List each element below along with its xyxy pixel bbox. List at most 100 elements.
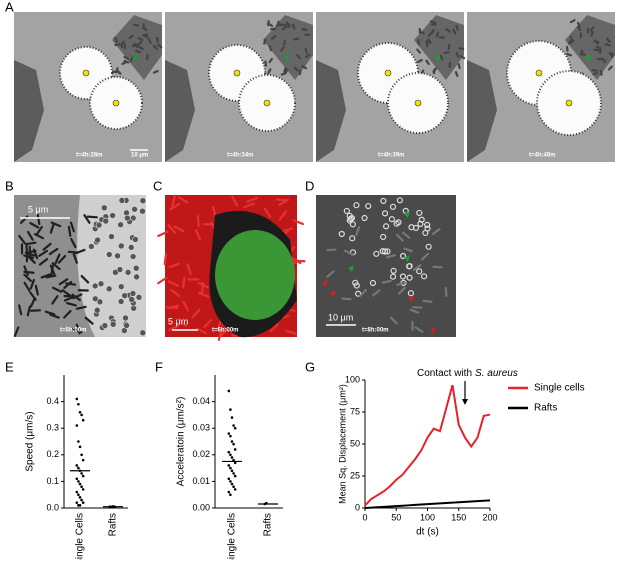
y-tick-label: 0.04 <box>192 396 210 406</box>
cell <box>143 35 147 36</box>
dot <box>234 448 237 451</box>
cell <box>118 284 124 290</box>
cell <box>592 32 593 36</box>
cell <box>125 269 131 275</box>
dot <box>229 408 232 411</box>
dot <box>77 440 80 443</box>
cell <box>294 39 298 40</box>
series-line <box>365 385 490 505</box>
y-tick-label: 75 <box>350 406 360 416</box>
cell <box>423 301 431 302</box>
dot <box>80 485 83 488</box>
cell <box>88 217 97 218</box>
dot <box>231 456 234 459</box>
scale-label: 10 μm <box>328 312 353 322</box>
dot <box>79 496 82 499</box>
dot <box>77 467 80 470</box>
cell <box>282 73 286 74</box>
cell <box>140 330 146 336</box>
dot <box>228 477 231 480</box>
y-tick-label: 25 <box>350 470 360 480</box>
dot <box>234 427 237 430</box>
cell <box>92 283 98 289</box>
cell <box>38 215 39 224</box>
cell <box>115 44 119 45</box>
dot <box>76 501 79 504</box>
x-tick-label: 150 <box>451 512 466 522</box>
cell <box>167 307 177 308</box>
dot <box>228 464 231 467</box>
y-tick-label: 0.1 <box>46 476 59 486</box>
dot <box>82 475 85 478</box>
dot <box>82 501 85 504</box>
x-axis-label: dt (s) <box>416 527 439 538</box>
micrograph: t=4h:39m <box>316 12 464 162</box>
y-tick-label: 0.00 <box>192 502 210 512</box>
dot <box>77 403 80 406</box>
cell <box>128 244 134 250</box>
dot <box>79 504 82 507</box>
dot <box>77 480 80 483</box>
cell <box>132 236 138 242</box>
cell <box>581 54 585 55</box>
marker <box>83 70 89 76</box>
timestamp: t=8h:00m <box>362 328 389 334</box>
cell <box>136 294 142 300</box>
dot <box>228 451 231 454</box>
cell <box>98 281 104 287</box>
cell <box>433 267 441 268</box>
dot <box>229 454 232 457</box>
dot <box>234 475 237 478</box>
y-tick-label: 0 <box>355 502 360 512</box>
cell <box>300 70 301 74</box>
x-tick-label: 0 <box>362 512 367 522</box>
y-tick-label: 0.0 <box>46 502 59 512</box>
marker <box>415 100 421 106</box>
cell <box>66 283 75 284</box>
dot <box>231 483 234 486</box>
dot <box>229 467 232 470</box>
marker <box>264 100 270 106</box>
cell <box>431 22 435 23</box>
cell <box>449 45 450 49</box>
timestamp: t=6h:00m <box>212 328 239 334</box>
panel-label: B <box>5 178 14 193</box>
scale-label: 5 μm <box>168 316 188 326</box>
x-tick-label: Single Cells <box>75 513 86 560</box>
cell <box>183 278 184 288</box>
timestamp: t=4h:34m <box>227 153 254 159</box>
cell <box>157 38 158 42</box>
cell <box>606 44 610 45</box>
cell <box>567 47 568 51</box>
cell <box>102 323 108 329</box>
cell <box>306 49 307 53</box>
dot <box>76 398 79 401</box>
y-tick-label: 0.2 <box>46 449 59 459</box>
y-tick-label: 0.02 <box>192 449 210 459</box>
timestamp: t=4h:39m <box>378 153 405 159</box>
dot <box>228 432 231 435</box>
cell <box>110 213 116 219</box>
cell <box>277 199 287 200</box>
x-tick-label: 50 <box>391 512 401 522</box>
y-tick-label: 0.4 <box>46 396 59 406</box>
cell <box>597 47 601 48</box>
dot <box>79 483 82 486</box>
cell <box>26 243 35 244</box>
cell <box>593 73 597 75</box>
cell <box>117 267 123 273</box>
dot <box>79 446 82 449</box>
cell <box>108 234 114 240</box>
dot <box>228 491 231 494</box>
cell <box>147 55 148 59</box>
timestamp: t=4h:46m <box>529 153 556 159</box>
micrograph: 5 μmt=5h:00m <box>14 195 146 337</box>
y-axis-label: Speed (μm/s) <box>25 411 36 471</box>
micrograph: t=4h:46m <box>467 12 615 162</box>
cell <box>457 53 458 57</box>
dot <box>231 469 234 472</box>
colony <box>215 230 295 320</box>
cell <box>132 206 138 212</box>
